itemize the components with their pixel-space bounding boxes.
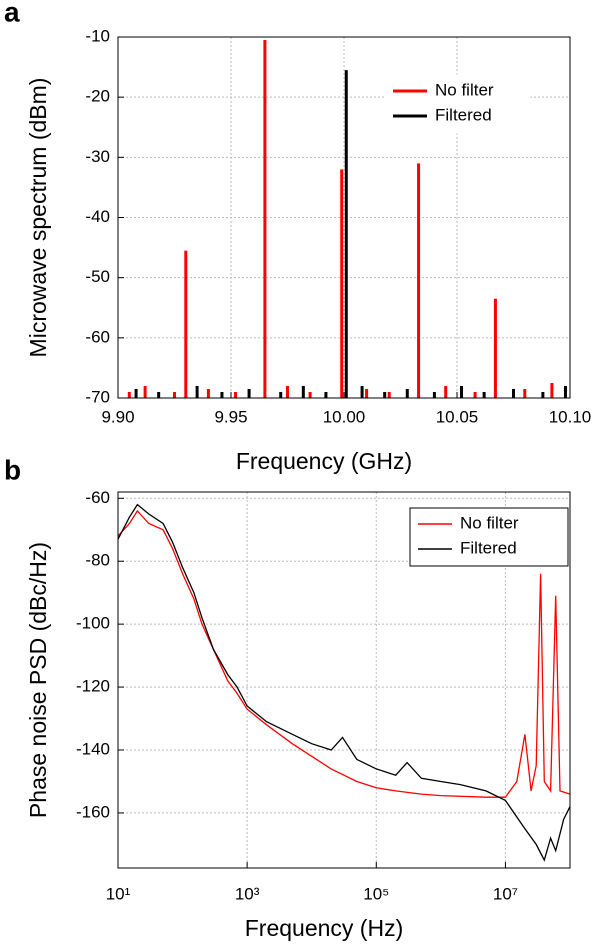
x-tick-label: 10.10 bbox=[549, 407, 592, 426]
y-tick-label: -160 bbox=[76, 802, 110, 821]
y-tick-label: -100 bbox=[76, 614, 110, 633]
x-axis-label: Frequency (Hz) bbox=[245, 915, 403, 941]
panel-label: b bbox=[4, 454, 21, 485]
y-tick-label: -60 bbox=[85, 327, 110, 346]
legend-label: Filtered bbox=[460, 538, 517, 557]
series-line bbox=[117, 509, 571, 798]
y-tick-label: -10 bbox=[85, 26, 110, 45]
y-tick-label: -50 bbox=[85, 267, 110, 286]
legend-label: Filtered bbox=[435, 105, 492, 124]
y-axis-label: Microwave spectrum (dBm) bbox=[25, 78, 51, 358]
legend-label: No filter bbox=[435, 80, 494, 99]
x-tick-label: 10³ bbox=[235, 884, 260, 903]
x-axis-label: Frequency (GHz) bbox=[236, 448, 412, 474]
x-tick-label: 9.90 bbox=[101, 407, 134, 426]
y-tick-label: -20 bbox=[85, 87, 110, 106]
plot-frame bbox=[117, 36, 571, 399]
x-tick-label: 10⁵ bbox=[363, 884, 389, 903]
y-axis-label: Phase noise PSD (dBc/Hz) bbox=[25, 542, 51, 818]
x-tick-label: 10.00 bbox=[323, 407, 366, 426]
legend-box bbox=[409, 507, 569, 567]
x-tick-label: 10⁷ bbox=[493, 884, 518, 903]
x-tick-label: 9.95 bbox=[214, 407, 247, 426]
y-tick-label: -120 bbox=[76, 677, 110, 696]
y-tick-label: -70 bbox=[85, 387, 110, 406]
series-line bbox=[117, 503, 571, 862]
x-tick-label: 10.05 bbox=[436, 407, 479, 426]
x-tick-label: 10¹ bbox=[106, 884, 131, 903]
legend-label: No filter bbox=[460, 513, 519, 532]
panel-label: a bbox=[4, 0, 20, 27]
y-tick-label: -40 bbox=[85, 207, 110, 226]
legend-box bbox=[384, 74, 531, 134]
y-tick-label: -140 bbox=[76, 739, 110, 758]
y-tick-label: -30 bbox=[85, 147, 110, 166]
y-tick-label: -80 bbox=[85, 551, 110, 570]
plot-frame bbox=[117, 491, 571, 869]
y-tick-label: -60 bbox=[85, 488, 110, 507]
